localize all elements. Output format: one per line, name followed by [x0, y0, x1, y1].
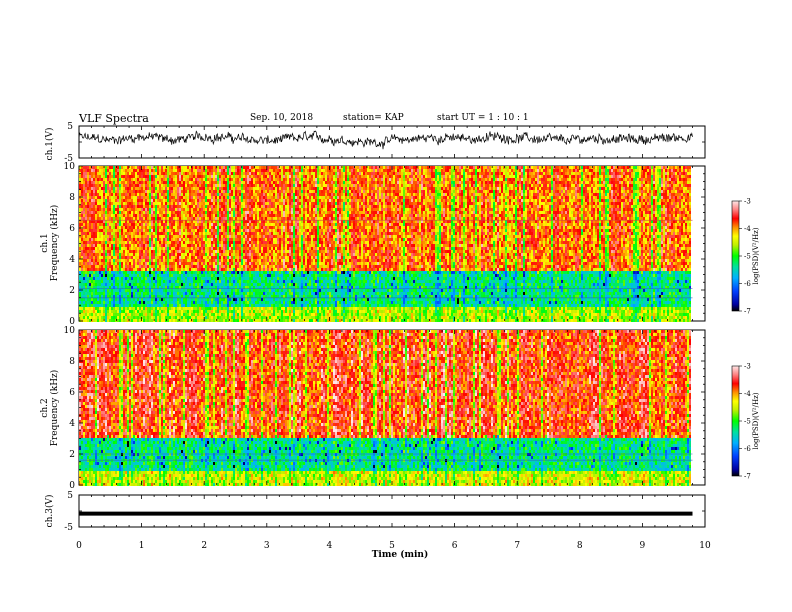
y-tick-label: 4 — [69, 419, 75, 429]
x-tick-label: 8 — [577, 541, 583, 551]
y-tick-label: 0 — [69, 481, 75, 491]
colorbar-tick-label: -5 — [744, 418, 751, 426]
ch1-waveform-line — [79, 131, 692, 149]
y-tick-label: 10 — [64, 326, 76, 336]
ch2-colorbar-label: log(PSD)(V²/Hz) — [752, 392, 760, 449]
ch3-waveform-panel — [79, 495, 705, 527]
y-tick-label: 6 — [69, 224, 75, 234]
ch1-waveform-trace — [79, 131, 692, 149]
start-time-label: start UT = 1 : 10 : 1 — [437, 113, 529, 123]
ch3-waveform-ylabel: ch.3(V) — [44, 495, 55, 528]
y-tick-label: 2 — [69, 286, 75, 296]
colorbar-ticks: -3 -4 -5 -6 -7 -3 -4 -5 -6 -7 — [739, 198, 751, 481]
y-tick-label: 8 — [69, 193, 75, 203]
x-tick-label: 3 — [264, 541, 270, 551]
ch1-spectrogram-image — [79, 166, 693, 322]
x-tick-label: 1 — [139, 541, 145, 551]
y-tick-label: 5 — [67, 122, 73, 132]
x-tick-label: 9 — [640, 541, 646, 551]
x-tick-label: 10 — [699, 541, 711, 551]
colorbar-tick-label: -7 — [744, 308, 751, 316]
ch1-colorbar-label: log(PSD)(V²/Hz) — [752, 227, 760, 284]
colorbar-tick-label: -6 — [744, 280, 751, 288]
ch2-channel-label: ch.2 — [40, 398, 50, 417]
x-tick-label: 0 — [76, 541, 82, 551]
ch1-channel-label: ch.1 — [40, 233, 50, 252]
station-label: station= KAP — [343, 113, 404, 123]
y-tick-label: 5 — [67, 491, 73, 501]
y-tick-label: -5 — [64, 154, 73, 164]
ch1-waveform-ylabel: ch.1(V) — [44, 128, 55, 161]
time-xlabel: Time (min) — [372, 549, 429, 560]
date-label: Sep. 10, 2018 — [250, 113, 313, 123]
y-tick-label: 8 — [69, 357, 75, 367]
colorbar-tick-label: -3 — [744, 198, 751, 206]
ch1-frequency-ylabel: Frequency (kHz) — [49, 205, 60, 282]
colorbar-tick-label: -5 — [744, 253, 751, 261]
y-tick-label: -5 — [64, 523, 73, 533]
chart-title: VLF Spectra — [79, 112, 149, 125]
colorbar-tick-label: -7 — [744, 473, 751, 481]
x-tick-label: 7 — [514, 541, 520, 551]
y-tick-label: 2 — [69, 450, 75, 460]
vlf-spectra-figure: 0 1 2 3 4 5 6 7 8 9 10024681002468105-55-5 ch.1(V)… — [0, 0, 792, 612]
colorbar-tick-label: -4 — [744, 390, 751, 398]
ch2-frequency-ylabel: Frequency (kHz) — [49, 370, 60, 447]
x-tick-label: 2 — [201, 541, 207, 551]
ch1-colorbar — [732, 201, 739, 311]
ch1-waveform-panel — [79, 126, 705, 158]
y-tick-label: 6 — [69, 388, 75, 398]
colorbar-tick-label: -6 — [744, 445, 751, 453]
ch2-colorbar — [732, 366, 739, 476]
ch2-spectrogram-image — [79, 330, 693, 486]
x-tick-label: 4 — [327, 541, 333, 551]
colorbar-tick-label: -3 — [744, 363, 751, 371]
x-tick-label: 6 — [452, 541, 458, 551]
colorbar-tick-label: -4 — [744, 225, 751, 233]
y-tick-label: 4 — [69, 255, 75, 265]
